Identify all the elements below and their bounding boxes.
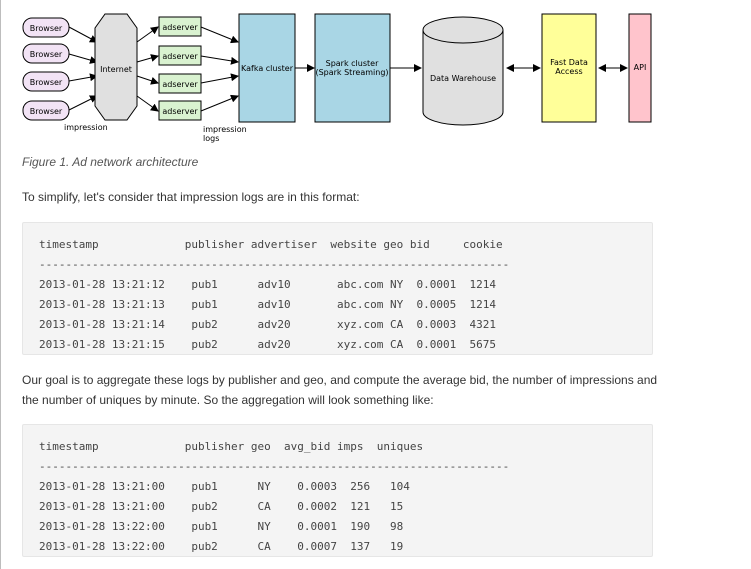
data-warehouse-node: Data Warehouse	[422, 16, 504, 126]
impression-logs-label-line2: logs	[203, 134, 219, 143]
adserver-label: adserver	[162, 107, 198, 116]
adserver-node-3: adserver	[158, 73, 202, 94]
left-border	[0, 0, 1, 569]
agg-table-row: 2013-01-28 13:21:00 pub2 CA 0.0002 121 1…	[39, 500, 404, 513]
log-table-row: 2013-01-28 13:21:13 pub1 adv10 abc.com N…	[39, 298, 496, 311]
api-node: API	[628, 13, 652, 123]
agg-table-separator: ----------------------------------------…	[39, 460, 510, 473]
fast-label-line2: Access	[555, 67, 582, 76]
spark-label-line1: Spark cluster	[326, 59, 379, 68]
architecture-diagram: Browser Browser Browser Browser Internet…	[22, 13, 652, 143]
impression-logs-label-line1: impression	[203, 125, 247, 134]
goal-paragraph: Our goal is to aggregate these logs by p…	[22, 373, 658, 407]
browser-node-2: Browser	[22, 43, 70, 64]
browser-node-4: Browser	[22, 100, 70, 121]
kafka-node: Kafka cluster	[238, 13, 296, 123]
adserver-label: adserver	[162, 52, 198, 61]
impression-log-code-block: timestamp publisher advertiser website g…	[22, 222, 653, 355]
figure-caption: Figure 1. Ad network architecture	[22, 155, 199, 169]
browser-node-1: Browser	[22, 17, 70, 38]
aggregation-code-block: timestamp publisher geo avg_bid imps uni…	[22, 424, 653, 557]
browser-node-3: Browser	[22, 71, 70, 92]
log-table-header: timestamp publisher advertiser website g…	[39, 238, 503, 251]
browser-label: Browser	[30, 78, 63, 87]
adserver-node-1: adserver	[158, 16, 202, 37]
warehouse-label: Data Warehouse	[430, 74, 496, 83]
agg-table-row: 2013-01-28 13:21:00 pub1 NY 0.0003 256 1…	[39, 480, 410, 493]
fast-data-access-node: Fast Data Access	[541, 13, 597, 123]
browser-label: Browser	[30, 24, 63, 33]
internet-label: Internet	[100, 65, 132, 74]
spark-label-line2: (Spark Streaming)	[315, 68, 388, 77]
adserver-label: adserver	[162, 80, 198, 89]
agg-table-row: 2013-01-28 13:22:00 pub1 NY 0.0001 190 9…	[39, 520, 404, 533]
adserver-label: adserver	[162, 23, 198, 32]
agg-table-header: timestamp publisher geo avg_bid imps uni…	[39, 440, 424, 453]
internet-node: Internet	[94, 13, 138, 121]
browser-label: Browser	[30, 50, 63, 59]
kafka-label: Kafka cluster	[241, 64, 294, 73]
log-table-row: 2013-01-28 13:21:14 pub2 adv20 xyz.com C…	[39, 318, 496, 331]
fast-label-line1: Fast Data	[550, 58, 588, 67]
adserver-node-2: adserver	[158, 45, 202, 66]
spark-node: Spark cluster (Spark Streaming)	[314, 13, 391, 123]
api-label: API	[634, 63, 647, 72]
log-table-row: 2013-01-28 13:21:15 pub2 adv20 xyz.com C…	[39, 338, 496, 351]
agg-table-row: 2013-01-28 13:22:00 pub2 CA 0.0007 137 1…	[39, 540, 404, 553]
intro-paragraph: To simplify, let's consider that impress…	[22, 190, 360, 204]
browser-label: Browser	[30, 107, 63, 116]
log-table-separator: ----------------------------------------…	[39, 258, 510, 271]
impression-label: impression	[64, 123, 108, 132]
log-table-row: 2013-01-28 13:21:12 pub1 adv10 abc.com N…	[39, 278, 496, 291]
adserver-node-4: adserver	[158, 100, 202, 121]
